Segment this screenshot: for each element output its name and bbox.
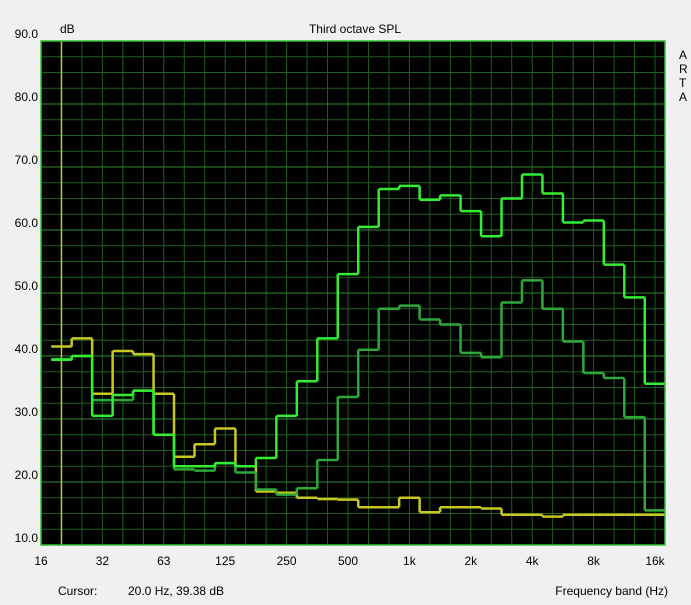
y-tick-label: 10.0 [15,531,39,545]
x-tick-label: 16 [34,554,48,568]
cursor-label: Cursor: [58,584,97,598]
x-tick-label: 250 [277,554,297,568]
chart-title: Third octave SPL [309,22,401,36]
y-tick-label: 30.0 [15,405,39,419]
x-tick-label: 63 [157,554,171,568]
x-tick-label: 125 [215,554,235,568]
brand-label: ARTA [679,48,688,104]
y-tick-label: 50.0 [15,279,39,293]
x-tick-label: 500 [338,554,358,568]
x-axis-label: Frequency band (Hz) [555,584,668,598]
y-tick-label: 80.0 [15,90,39,104]
x-tick-label: 16k [645,554,665,568]
x-tick-label: 4k [526,554,540,568]
y-tick-label: 70.0 [15,153,39,167]
x-tick-label: 8k [587,554,601,568]
cursor-readout: 20.0 Hz, 39.38 dB [128,584,224,598]
x-tick-label: 32 [96,554,110,568]
y-tick-label: 90.0 [15,27,39,41]
y-tick-label: 60.0 [15,216,39,230]
y-tick-label: 40.0 [15,342,39,356]
x-tick-label: 1k [403,554,417,568]
plot-frame [40,40,666,546]
y-tick-label: 20.0 [15,468,39,482]
x-tick-label: 2k [464,554,478,568]
y-axis-label: dB [60,22,75,36]
